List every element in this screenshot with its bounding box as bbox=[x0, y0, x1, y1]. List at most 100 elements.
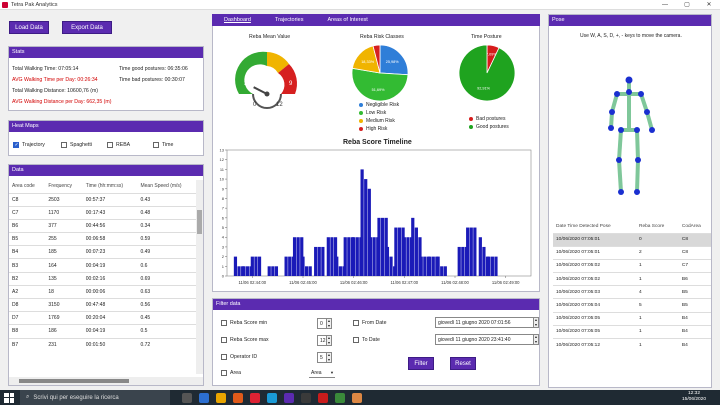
column-header[interactable]: Frequency bbox=[45, 180, 83, 193]
minimize-button[interactable]: — bbox=[662, 2, 668, 8]
task-view-icon[interactable] bbox=[182, 392, 192, 403]
checkbox-box[interactable] bbox=[221, 337, 227, 343]
legend-item[interactable]: Good postures bbox=[469, 124, 509, 130]
column-header[interactable]: CodArea bbox=[678, 220, 711, 233]
filter-button[interactable]: Filter bbox=[408, 357, 434, 370]
tab-areas-of-interest[interactable]: Areas of Interest bbox=[327, 17, 368, 23]
table-row[interactable]: D8 3150 00:47:48 0.56 bbox=[9, 297, 197, 312]
table-row[interactable]: 10/06/2020 07:05:05 1 B4 bbox=[553, 311, 711, 326]
spaghetti-checkbox[interactable]: Spaghetti bbox=[61, 142, 92, 148]
legend-item[interactable]: High Risk bbox=[359, 126, 387, 132]
legend-item[interactable]: Low Risk bbox=[359, 110, 386, 116]
timeline-bar bbox=[494, 256, 498, 276]
reba-max-spinner[interactable]: 12 ▲ ▼ bbox=[317, 335, 332, 346]
export-data-button[interactable]: Export Data bbox=[62, 21, 112, 34]
checkbox-box[interactable] bbox=[61, 142, 67, 148]
table-row[interactable]: D7 1769 00:20:04 0.45 bbox=[9, 311, 197, 325]
checkbox-box[interactable] bbox=[153, 142, 159, 148]
table-row[interactable]: 10/06/2020 07:05:02 1 C7 bbox=[553, 258, 711, 273]
timeline-bar bbox=[330, 237, 334, 276]
table-row[interactable]: 10/06/2020 07:05:02 1 B6 bbox=[553, 272, 711, 286]
app-icon[interactable] bbox=[352, 392, 362, 403]
close-button[interactable]: ✕ bbox=[706, 2, 712, 8]
pdf-icon[interactable] bbox=[318, 392, 328, 403]
legend-item[interactable]: Medium Risk bbox=[359, 118, 395, 124]
firefox-icon[interactable] bbox=[233, 392, 243, 403]
scrollbar-thumb[interactable] bbox=[19, 379, 129, 383]
vertical-scrollbar[interactable] bbox=[196, 180, 203, 374]
spinner-arrows[interactable]: ▲ ▼ bbox=[533, 335, 538, 344]
trajectory-checkbox[interactable]: Trajectory bbox=[13, 142, 45, 148]
table-row[interactable]: B6 377 00:44:56 0.34 bbox=[9, 218, 197, 233]
app-icon[interactable] bbox=[250, 392, 260, 403]
pie-slice bbox=[351, 67, 409, 102]
legend-item[interactable]: Bad postures bbox=[469, 116, 505, 122]
column-header[interactable]: Date Time Detected Pose bbox=[553, 220, 636, 233]
table-row[interactable]: B3 164 00:04:19 0.6 bbox=[9, 258, 197, 273]
maximize-button[interactable]: ▢ bbox=[684, 2, 690, 8]
spinner-arrows[interactable]: ▲ ▼ bbox=[326, 319, 331, 328]
pose-skeleton-viewer[interactable] bbox=[589, 70, 669, 210]
reba-min-spinner[interactable]: 0 ▲ ▼ bbox=[317, 318, 332, 329]
tab-dashboard[interactable]: Dashboard bbox=[224, 17, 251, 23]
checkbox-box[interactable] bbox=[13, 142, 19, 148]
checkbox-box[interactable] bbox=[221, 370, 227, 376]
terminal-icon[interactable] bbox=[301, 392, 311, 403]
spinner-arrows[interactable]: ▲ ▼ bbox=[533, 318, 538, 327]
area-select[interactable]: Area ▼ bbox=[309, 368, 335, 378]
windows-start-icon[interactable] bbox=[4, 392, 14, 403]
table-row[interactable]: B4 185 00:07:23 0.49 bbox=[9, 245, 197, 259]
to-date-checkbox[interactable]: To Date bbox=[353, 337, 380, 343]
taskbar-search[interactable]: ⌕ Scrivi qui per eseguire la ricerca bbox=[20, 390, 170, 405]
table-row[interactable]: 10/06/2020 07:05:04 5 B5 bbox=[553, 298, 711, 313]
column-header[interactable]: Time (hh:mm:ss) bbox=[82, 180, 138, 193]
column-header[interactable]: Mean Speed (m/s) bbox=[137, 180, 197, 193]
table-cell: 10/06/2020 07:05:05 bbox=[553, 311, 636, 326]
table-row[interactable]: B7 231 00:01:50 0.72 bbox=[9, 337, 197, 352]
reba-min-checkbox[interactable]: Reba Score min bbox=[221, 320, 267, 326]
from-date-picker[interactable]: giovedì 11 giugno 2020 07:01:56 ▲ ▼ bbox=[435, 317, 539, 328]
reset-button[interactable]: Reset bbox=[450, 357, 476, 370]
edge-icon[interactable] bbox=[199, 392, 209, 403]
from-date-checkbox[interactable]: From Date bbox=[353, 320, 387, 326]
checkbox-box[interactable] bbox=[353, 320, 359, 326]
column-header[interactable]: Area code bbox=[9, 180, 46, 193]
table-row[interactable]: B2 135 00:02:16 0.69 bbox=[9, 271, 197, 286]
time-checkbox[interactable]: Time bbox=[153, 142, 173, 148]
table-row[interactable]: 10/06/2020 07:05:12 1 B4 bbox=[553, 337, 711, 352]
table-row[interactable]: B8 186 00:04:19 0.5 bbox=[9, 324, 197, 339]
legend-item[interactable]: Negligible Risk bbox=[359, 102, 399, 108]
table-row[interactable]: A2 18 00:00:06 0.63 bbox=[9, 284, 197, 299]
scrollbar-thumb[interactable] bbox=[197, 210, 202, 234]
table-row[interactable]: 10/06/2020 07:05:05 1 B4 bbox=[553, 324, 711, 339]
folder-icon[interactable] bbox=[216, 392, 226, 403]
to-date-picker[interactable]: giovedì 11 giugno 2020 23:41:40 ▲ ▼ bbox=[435, 334, 539, 345]
reba-checkbox[interactable]: REBA bbox=[107, 142, 130, 148]
checkbox-box[interactable] bbox=[107, 142, 113, 148]
table-row[interactable]: 10/06/2020 07:05:03 4 B5 bbox=[553, 285, 711, 299]
timeline-bar bbox=[389, 256, 393, 276]
table-row[interactable]: B5 255 00:06:58 0.59 bbox=[9, 232, 197, 246]
area-checkbox[interactable]: Area bbox=[221, 370, 241, 376]
checkbox-box[interactable] bbox=[221, 354, 227, 360]
taskbar-clock[interactable]: 12:32 15/06/2020 bbox=[682, 391, 706, 403]
column-header[interactable]: Reba Score bbox=[636, 220, 679, 233]
checkbox-box[interactable] bbox=[221, 320, 227, 326]
horizontal-scrollbar[interactable] bbox=[9, 377, 203, 385]
table-row[interactable]: 10/06/2020 07:05:01 2 C8 bbox=[553, 245, 711, 260]
operator-id-spinner[interactable]: 5 ▲ ▼ bbox=[317, 352, 332, 363]
excel-icon[interactable] bbox=[335, 392, 345, 403]
table-row[interactable]: C8 2503 00:57:37 0.43 bbox=[9, 192, 197, 207]
tab-trajectories[interactable]: Trajectories bbox=[274, 17, 304, 23]
checkbox-box[interactable] bbox=[353, 337, 359, 343]
table-row[interactable]: C7 1170 00:17:43 0.48 bbox=[9, 205, 197, 220]
timeline-bar bbox=[436, 256, 440, 276]
load-data-button[interactable]: Load Data bbox=[9, 21, 49, 34]
visual-studio-icon[interactable] bbox=[284, 392, 294, 403]
spinner-arrows[interactable]: ▲ ▼ bbox=[326, 336, 331, 345]
table-row[interactable]: 10/06/2020 07:05:01 0 C8 bbox=[553, 232, 711, 247]
operator-id-checkbox[interactable]: Operator ID bbox=[221, 354, 257, 360]
reba-max-checkbox[interactable]: Reba Score max bbox=[221, 337, 269, 343]
vscode-icon[interactable] bbox=[267, 392, 277, 403]
spinner-arrows[interactable]: ▲ ▼ bbox=[326, 353, 331, 362]
